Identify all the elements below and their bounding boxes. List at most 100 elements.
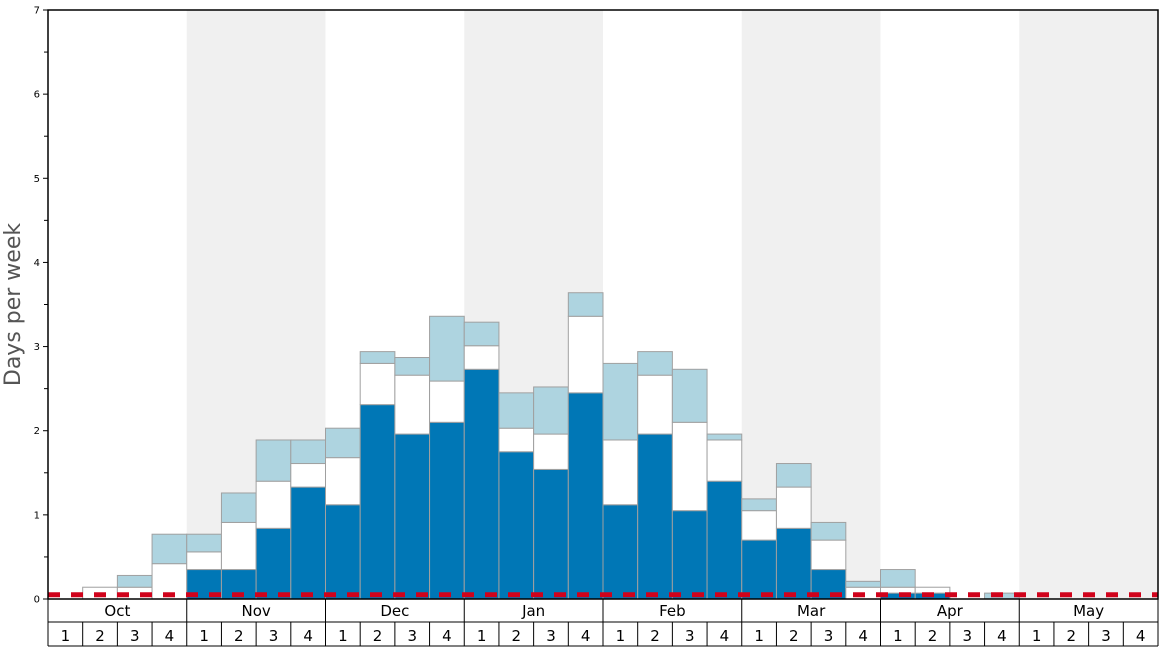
- bar-jan-w3-s2: [533, 433, 569, 470]
- bar-nov-w2-s3: [220, 492, 257, 523]
- week-label: 1: [338, 627, 348, 645]
- bar-nov-w3-s3: [255, 439, 292, 482]
- week-label: 1: [893, 627, 903, 645]
- bar-jan-w3-s1: [533, 468, 569, 600]
- bar-dec-w4-s3: [429, 315, 465, 382]
- week-label: 1: [477, 627, 487, 645]
- week-label: 2: [650, 627, 660, 645]
- week-label: 2: [234, 627, 244, 645]
- bar-jan-w1-s2: [463, 345, 500, 370]
- week-label: 4: [581, 627, 591, 645]
- week-label: 3: [824, 627, 834, 645]
- y-tick-label: 3: [34, 342, 40, 353]
- bar-jan-w4-s1: [567, 392, 604, 600]
- month-label-oct: Oct: [104, 602, 130, 620]
- week-label: 4: [303, 627, 313, 645]
- week-label: 3: [1101, 627, 1111, 645]
- bar-mar-w3-s3: [810, 521, 847, 541]
- bar-dec-w4-s2: [429, 380, 465, 423]
- month-label-may: May: [1073, 602, 1104, 620]
- bar-nov-w4-s2: [290, 463, 326, 488]
- bar-mar-w1-s2: [741, 510, 777, 541]
- week-label: 1: [616, 627, 626, 645]
- month-label-apr: Apr: [937, 602, 964, 620]
- bar-dec-w2-s1: [359, 404, 396, 600]
- month-label-dec: Dec: [380, 602, 409, 620]
- week-label: 4: [442, 627, 452, 645]
- bar-jan-w4-s3: [567, 292, 604, 317]
- bar-group: [82, 292, 1020, 600]
- bar-dec-w2-s2: [359, 362, 396, 406]
- bar-mar-w4-s3: [845, 580, 881, 588]
- bar-dec-w1-s1: [325, 504, 361, 600]
- bar-feb-w3-s1: [671, 510, 708, 600]
- bar-feb-w4-s2: [706, 439, 743, 482]
- y-tick-label: 0: [34, 595, 40, 606]
- bar-nov-w2-s2: [220, 521, 257, 571]
- week-label: 2: [928, 627, 938, 645]
- week-label: 3: [269, 627, 279, 645]
- week-label: 2: [1067, 627, 1077, 645]
- bar-nov-w3-s2: [255, 480, 292, 529]
- bar-nov-w1-s2: [186, 551, 222, 571]
- bar-dec-w3-s3: [394, 357, 431, 376]
- bar-feb-w3-s2: [671, 421, 708, 512]
- y-tick-label: 4: [34, 258, 40, 269]
- bar-dec-w4-s1: [429, 421, 465, 600]
- month-band-may: [1019, 10, 1158, 599]
- bar-jan-w2-s2: [498, 427, 535, 453]
- week-label: 2: [789, 627, 799, 645]
- y-tick-label: 7: [34, 6, 40, 17]
- bar-feb-w2-s2: [637, 374, 673, 435]
- week-label: 3: [546, 627, 556, 645]
- bar-apr-w2-s2: [914, 586, 951, 594]
- bar-jan-w1-s3: [463, 321, 500, 347]
- bar-feb-w1-s1: [602, 504, 639, 600]
- week-label: 4: [720, 627, 730, 645]
- bar-nov-w4-s3: [290, 439, 326, 465]
- week-label: 4: [997, 627, 1007, 645]
- week-label: 1: [199, 627, 209, 645]
- y-tick-label: 5: [34, 174, 40, 185]
- bar-dec-w1-s2: [325, 457, 361, 506]
- y-tick-label: 6: [34, 90, 40, 101]
- bar-jan-w3-s3: [533, 386, 569, 435]
- week-label: 3: [685, 627, 695, 645]
- bar-mar-w1-s1: [741, 539, 777, 600]
- bar-jan-w1-s1: [463, 368, 500, 600]
- bar-mar-w2-s2: [775, 486, 812, 529]
- week-label: 2: [373, 627, 383, 645]
- bar-dec-w2-s3: [359, 351, 396, 364]
- bar-feb-w2-s3: [637, 351, 673, 376]
- month-label-feb: Feb: [659, 602, 686, 620]
- month-label-nov: Nov: [241, 602, 270, 620]
- month-label-mar: Mar: [797, 602, 826, 620]
- bar-mar-w2-s3: [775, 463, 812, 488]
- bar-apr-w1-s2: [880, 586, 916, 594]
- week-label: 3: [407, 627, 417, 645]
- week-label: 3: [962, 627, 972, 645]
- week-label: 4: [1136, 627, 1146, 645]
- week-label: 2: [95, 627, 105, 645]
- y-tick-label: 2: [34, 426, 40, 437]
- week-label: 1: [1032, 627, 1042, 645]
- bar-nov-w1-s3: [186, 533, 222, 553]
- bar-mar-w2-s1: [775, 527, 812, 600]
- bar-mar-w1-s3: [741, 498, 777, 512]
- bar-feb-w2-s1: [637, 433, 673, 600]
- week-label: 4: [165, 627, 175, 645]
- bar-dec-w3-s2: [394, 374, 431, 435]
- bar-oct-w3-s3: [116, 574, 153, 588]
- bar-mar-w3-s2: [810, 539, 847, 571]
- bar-feb-w1-s2: [602, 439, 639, 506]
- bar-feb-w1-s3: [602, 362, 639, 441]
- bar-feb-w4-s3: [706, 433, 743, 441]
- bar-apr-w1-s3: [880, 569, 916, 588]
- week-label: 4: [858, 627, 868, 645]
- y-axis-title: Days per week: [1, 223, 26, 386]
- bar-dec-w1-s3: [325, 427, 361, 459]
- week-label: 2: [512, 627, 522, 645]
- bar-dec-w3-s1: [394, 433, 431, 600]
- bar-feb-w4-s1: [706, 480, 743, 600]
